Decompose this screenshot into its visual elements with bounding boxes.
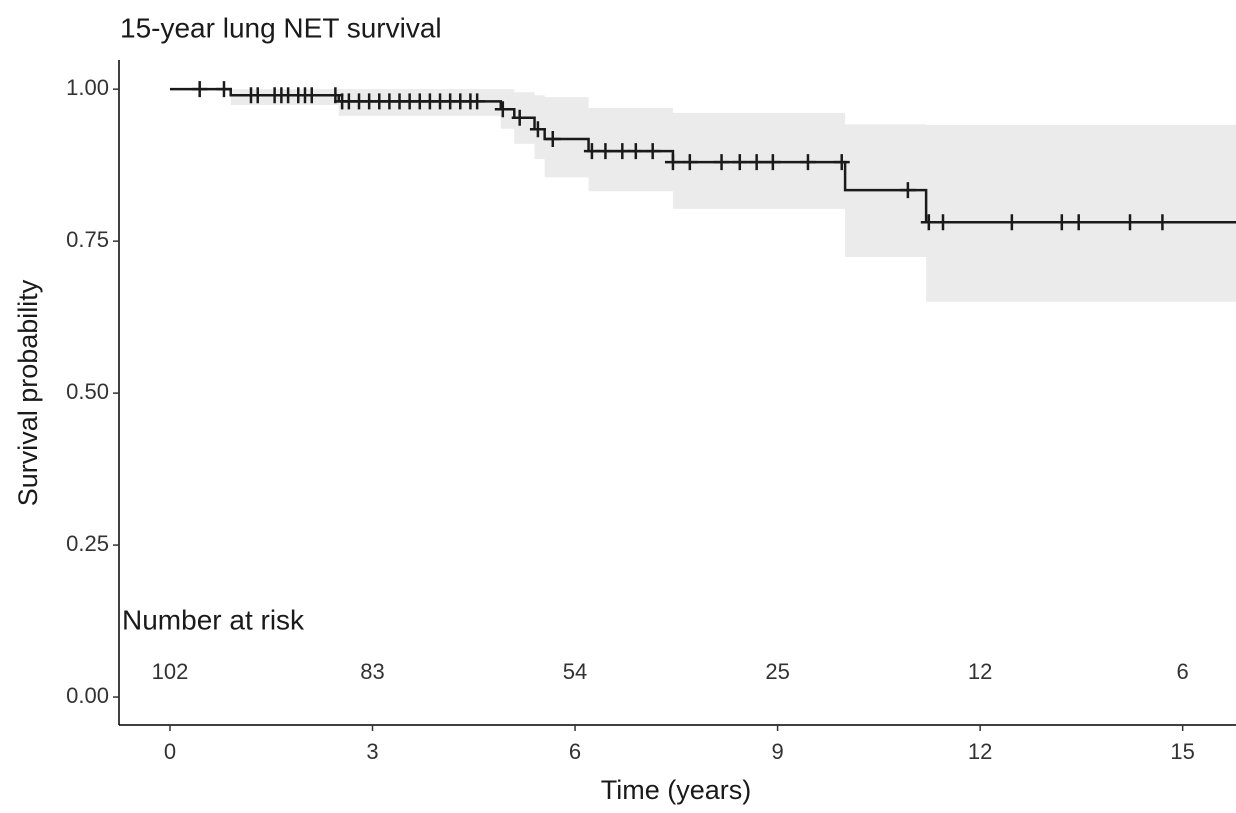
censor-mark (644, 143, 661, 160)
censor-mark (544, 131, 561, 148)
censor-mark (627, 143, 644, 160)
censor-mark (731, 154, 748, 171)
censor-mark (614, 143, 631, 160)
censor-mark (764, 154, 781, 171)
censor-mark (249, 87, 266, 104)
censor-mark (713, 154, 730, 171)
x-tick-label: 6 (569, 739, 581, 764)
censor-mark (799, 154, 816, 171)
censor-mark (583, 143, 600, 160)
censor-mark (215, 81, 232, 98)
censor-mark (681, 154, 698, 171)
x-axis-label: Time (years) (601, 775, 752, 805)
y-tick-label: 0.50 (66, 379, 109, 404)
censor-mark (529, 121, 546, 138)
censor-mark (1070, 214, 1087, 231)
x-tick-label: 12 (968, 739, 992, 764)
censor-mark (1003, 214, 1020, 231)
censor-mark (303, 87, 320, 104)
y-axis-label: Survival probability (13, 279, 43, 506)
x-tick-label: 9 (771, 739, 783, 764)
y-tick-label: 0.75 (66, 227, 109, 252)
risk-count: 102 (152, 659, 189, 684)
censor-mark (748, 154, 765, 171)
censor-mark (191, 81, 208, 98)
censor-mark (469, 93, 486, 110)
censor-mark (934, 214, 951, 231)
risk-table-title: Number at risk (122, 604, 305, 635)
x-tick-label: 0 (164, 739, 176, 764)
y-tick-label: 0.00 (66, 683, 109, 708)
risk-count: 12 (968, 659, 992, 684)
censor-mark (597, 143, 614, 160)
censor-mark (833, 154, 850, 171)
y-tick-label: 0.25 (66, 531, 109, 556)
censor-mark (511, 109, 528, 126)
x-tick-label: 3 (366, 739, 378, 764)
risk-count: 6 (1177, 659, 1189, 684)
x-tick-label: 15 (1170, 739, 1194, 764)
censor-mark (1122, 214, 1138, 231)
censor-mark (494, 101, 511, 118)
y-tick-label: 1.00 (66, 75, 109, 100)
censor-mark (899, 182, 916, 199)
risk-count: 54 (563, 659, 587, 684)
censor-mark (920, 214, 937, 231)
chart-title: 15-year lung NET survival (120, 12, 442, 43)
censor-mark (664, 154, 681, 171)
confidence-band (169, 89, 1236, 302)
risk-count: 83 (360, 659, 384, 684)
censor-mark (1154, 214, 1171, 231)
risk-count: 25 (765, 659, 789, 684)
censor-mark (1053, 214, 1070, 231)
